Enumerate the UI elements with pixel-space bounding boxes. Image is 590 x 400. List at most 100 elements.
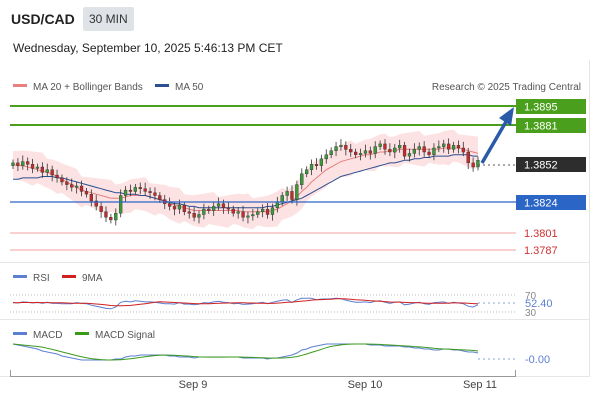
- ma20-legend-swatch: [13, 84, 27, 87]
- candle: [334, 146, 338, 151]
- candle: [261, 208, 265, 213]
- candle: [182, 204, 186, 213]
- current-price-tag: [516, 157, 586, 172]
- candle: [354, 151, 358, 155]
- candle: [55, 174, 59, 179]
- candle: [104, 211, 108, 218]
- candle: [290, 191, 294, 200]
- candle: [451, 145, 456, 150]
- candle: [256, 211, 260, 215]
- candle: [417, 146, 421, 150]
- x-tick-label-sep10: Sep 10: [348, 379, 383, 391]
- candle: [300, 173, 304, 185]
- candle: [275, 202, 279, 208]
- rsi-legend-label: RSI: [33, 273, 50, 284]
- candle: [422, 146, 426, 153]
- candle: [74, 185, 79, 188]
- candle: [231, 208, 235, 214]
- candle: [167, 203, 172, 207]
- candle: [221, 203, 226, 208]
- x-tick-label-sep9: Sep 9: [179, 379, 208, 391]
- resistance-tag-1: [516, 99, 586, 114]
- candle: [26, 161, 30, 165]
- ma20-legend-label: MA 20 + Bollinger Bands: [33, 82, 143, 93]
- candle: [79, 185, 84, 192]
- resistance-label-1: 1.3895: [524, 102, 558, 114]
- support-label-3: 1.3787: [524, 245, 558, 257]
- timestamp: Wednesday, September 10, 2025 5:46:13 PM…: [13, 41, 283, 55]
- bollinger-band: [13, 129, 478, 230]
- candle: [153, 192, 157, 196]
- support-label-1: 1.3824: [524, 198, 558, 210]
- forecast-arrow-shaft: [480, 119, 509, 164]
- candle: [123, 189, 128, 196]
- candle: [466, 151, 470, 164]
- timeframe-badge[interactable]: 30 MIN: [83, 7, 134, 31]
- candle: [40, 166, 45, 173]
- rsi-upper-label: 70: [525, 291, 537, 302]
- candle: [21, 161, 25, 166]
- candle: [192, 212, 196, 218]
- candle: [388, 149, 392, 153]
- ma50-line: [13, 154, 478, 209]
- candle: [138, 187, 142, 189]
- candle: [285, 191, 289, 196]
- candle: [339, 145, 343, 147]
- candle: [402, 145, 407, 157]
- candle: [407, 153, 412, 157]
- candle: [442, 143, 446, 147]
- rsi-ma-legend-label: 9MA: [82, 273, 103, 284]
- rsi-ma-line: [12, 298, 479, 307]
- candle: [65, 181, 69, 185]
- candle: [358, 153, 363, 155]
- candle: [236, 211, 240, 214]
- macd-signal-legend-label: MACD Signal: [95, 330, 155, 341]
- current-price-label: 1.3852: [524, 160, 558, 172]
- candle: [143, 188, 147, 192]
- candle: [476, 159, 480, 168]
- candle: [114, 212, 118, 221]
- candle: [148, 191, 152, 193]
- candle: [202, 208, 206, 215]
- candle: [158, 195, 162, 200]
- candles-group: [11, 138, 480, 226]
- candle: [211, 206, 216, 211]
- support-tag-1: [516, 195, 586, 210]
- macd-signal-line: [12, 343, 479, 361]
- candle: [70, 184, 74, 188]
- candle: [309, 164, 314, 170]
- candle: [118, 195, 123, 214]
- chart-header: USD/CAD 30 MIN: [0, 0, 590, 36]
- candle: [427, 151, 431, 155]
- candle: [368, 150, 372, 154]
- candle: [246, 215, 250, 218]
- candle: [437, 146, 441, 149]
- candle: [84, 191, 89, 195]
- candle: [197, 214, 201, 218]
- candle: [265, 208, 270, 215]
- candle: [363, 150, 368, 154]
- forecast-arrow-head: [499, 107, 514, 126]
- candle: [305, 169, 309, 174]
- candle: [295, 184, 299, 200]
- candle: [11, 162, 15, 166]
- macd-legend-label: MACD: [33, 330, 62, 341]
- candle: [344, 145, 348, 150]
- candle: [393, 147, 397, 153]
- candle: [241, 211, 245, 218]
- candle: [16, 162, 20, 166]
- candle: [471, 162, 475, 168]
- candle: [30, 164, 35, 169]
- copyright-text: Research © 2025 Trading Central: [432, 82, 581, 93]
- candle: [94, 200, 98, 207]
- resistance-tag-2: [516, 118, 586, 133]
- rsi-ma-legend-swatch: [62, 275, 76, 278]
- candle: [349, 149, 353, 153]
- candle: [314, 164, 319, 166]
- candle: [432, 147, 436, 156]
- rsi-legend-swatch: [13, 275, 27, 278]
- macd-line: [12, 343, 479, 361]
- candle: [456, 145, 461, 149]
- symbol-title: USD/CAD: [11, 11, 75, 27]
